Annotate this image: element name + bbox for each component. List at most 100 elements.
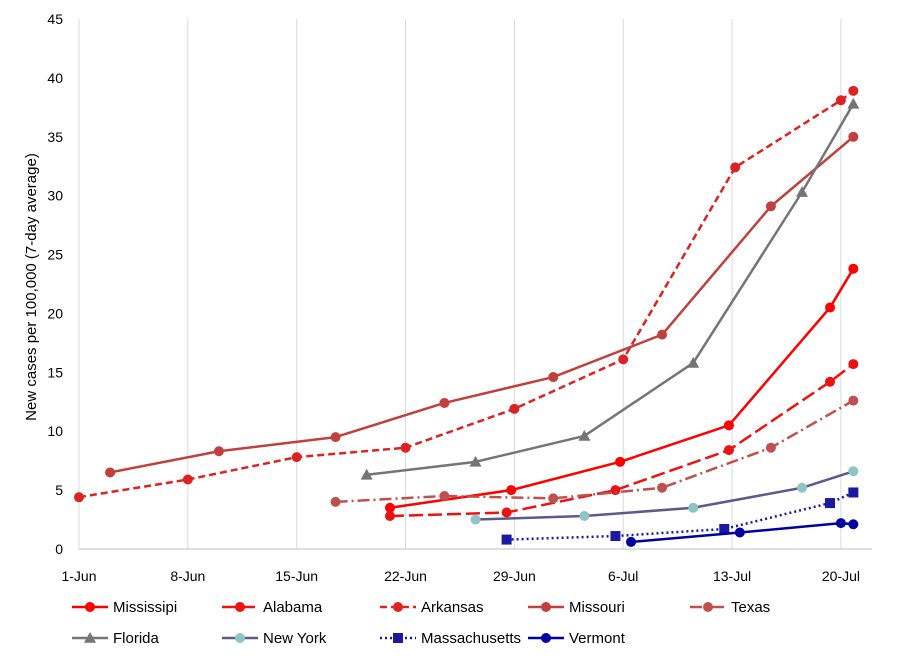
- x-tick-labels: 1-Jun 8-Jun 15-Jun 22-Jun 29-Jun 6-Jul 13-Jul 2…: [61, 568, 859, 584]
- vertical-gridlines: [78, 19, 842, 549]
- legend-label: Mississipi: [113, 599, 177, 616]
- x-tick-label: 15-Jun: [275, 568, 318, 584]
- data-point-new-york: [579, 511, 590, 522]
- series-alabama: [384, 359, 859, 522]
- data-point-vermont: [625, 536, 636, 547]
- legend-label: New York: [263, 630, 327, 647]
- legend-item-massachusetts: Massachusetts: [380, 630, 521, 647]
- series-line-florida: [366, 103, 855, 477]
- data-point-alabama: [848, 359, 859, 370]
- legend: Mississipi Alabama Arkansas Missouri Texas Fl…: [72, 599, 770, 647]
- legend-item-florida: Florida: [72, 630, 160, 647]
- series-line-massachusetts: [506, 491, 854, 541]
- data-point-missouri: [439, 397, 450, 408]
- y-tick-label: 15: [47, 364, 63, 380]
- y-tick-label: 40: [47, 70, 63, 86]
- data-point-florida: [578, 429, 591, 441]
- data-point-florida: [847, 97, 860, 109]
- legend-marker: [235, 633, 245, 643]
- legend-item-alabama: Alabama: [222, 599, 323, 616]
- legend-item-vermont: Vermont: [528, 630, 626, 647]
- series-line-texas: [335, 399, 854, 504]
- legend-label: Vermont: [569, 630, 626, 647]
- data-point-arkansas: [400, 442, 411, 453]
- data-point-arkansas: [848, 85, 859, 96]
- data-point-missouri: [213, 446, 224, 457]
- data-point-mississipi: [723, 420, 734, 431]
- legend-item-texas: Texas: [690, 599, 770, 616]
- data-point-massachusetts: [610, 531, 621, 542]
- x-tick-label: 20-Jul: [822, 568, 860, 584]
- y-tick-label: 35: [47, 129, 63, 145]
- y-tick-label: 25: [47, 247, 63, 263]
- data-point-texas: [548, 493, 559, 504]
- data-point-new-york: [848, 466, 859, 477]
- data-point-missouri: [657, 329, 668, 340]
- series-missouri: [105, 131, 859, 478]
- data-point-florida: [687, 356, 700, 368]
- series-line-mississipi: [389, 268, 855, 510]
- data-point-florida: [469, 455, 482, 467]
- data-point-massachusetts: [501, 534, 512, 545]
- x-tick-label: 6-Jul: [608, 568, 638, 584]
- data-point-massachusetts: [719, 523, 730, 534]
- legend-label: Massachusetts: [421, 630, 521, 647]
- x-tick-label: 29-Jun: [493, 568, 536, 584]
- y-tick-label: 30: [47, 188, 63, 204]
- legend-label: Florida: [113, 630, 160, 647]
- data-point-new-york: [688, 502, 699, 513]
- series-line-missouri: [109, 135, 855, 474]
- data-point-texas: [330, 496, 341, 507]
- legend-label: Alabama: [263, 599, 323, 616]
- data-point-vermont: [835, 518, 846, 529]
- legend-marker: [393, 602, 403, 612]
- data-point-alabama: [501, 507, 512, 518]
- legend-item-new-york: New York: [222, 630, 327, 647]
- legend-marker: [541, 633, 551, 643]
- legend-marker: [703, 602, 713, 612]
- y-tick-label: 0: [55, 541, 63, 557]
- series-layer: [74, 85, 860, 547]
- series-texas: [330, 395, 859, 507]
- y-tick-label: 20: [47, 305, 63, 321]
- data-point-alabama: [610, 485, 621, 496]
- series-line-vermont: [630, 521, 854, 544]
- data-point-mississipi: [384, 502, 395, 513]
- series-line-new-york: [475, 470, 854, 521]
- series-florida: [360, 97, 860, 480]
- series-arkansas: [74, 85, 859, 503]
- legend-marker: [85, 602, 95, 612]
- legend-marker: [393, 633, 403, 643]
- data-point-arkansas: [509, 403, 520, 414]
- legend-item-missouri: Missouri: [528, 599, 625, 616]
- data-point-vermont: [848, 519, 859, 530]
- data-point-massachusetts: [825, 498, 836, 509]
- series-new-york: [470, 466, 859, 525]
- y-axis-label: New cases per 100,000 (7-day average): [23, 153, 40, 421]
- series-vermont: [625, 518, 859, 547]
- data-point-mississipi: [825, 302, 836, 313]
- legend-item-mississipi: Mississipi: [72, 599, 177, 616]
- data-point-texas: [765, 442, 776, 453]
- x-tick-label: 13-Jul: [713, 568, 751, 584]
- y-tick-label: 5: [55, 482, 63, 498]
- y-tick-labels: 0 5 10 15 20 25 30 35 40 45: [47, 11, 63, 557]
- x-tick-label: 8-Jun: [170, 568, 205, 584]
- series-line-alabama: [389, 363, 855, 518]
- data-point-vermont: [734, 527, 745, 538]
- data-point-mississipi: [615, 456, 626, 467]
- data-point-new-york: [797, 482, 808, 493]
- data-point-alabama: [825, 376, 836, 387]
- data-point-florida: [360, 468, 373, 480]
- legend-item-arkansas: Arkansas: [380, 599, 484, 616]
- data-point-missouri: [105, 467, 116, 478]
- legend-marker: [84, 632, 96, 643]
- data-point-texas: [657, 482, 668, 493]
- x-tick-label: 1-Jun: [61, 568, 96, 584]
- legend-marker: [541, 602, 551, 612]
- data-point-arkansas: [74, 492, 84, 503]
- data-point-missouri: [765, 201, 776, 212]
- x-tick-label: 22-Jun: [384, 568, 427, 584]
- legend-label: Texas: [731, 599, 770, 616]
